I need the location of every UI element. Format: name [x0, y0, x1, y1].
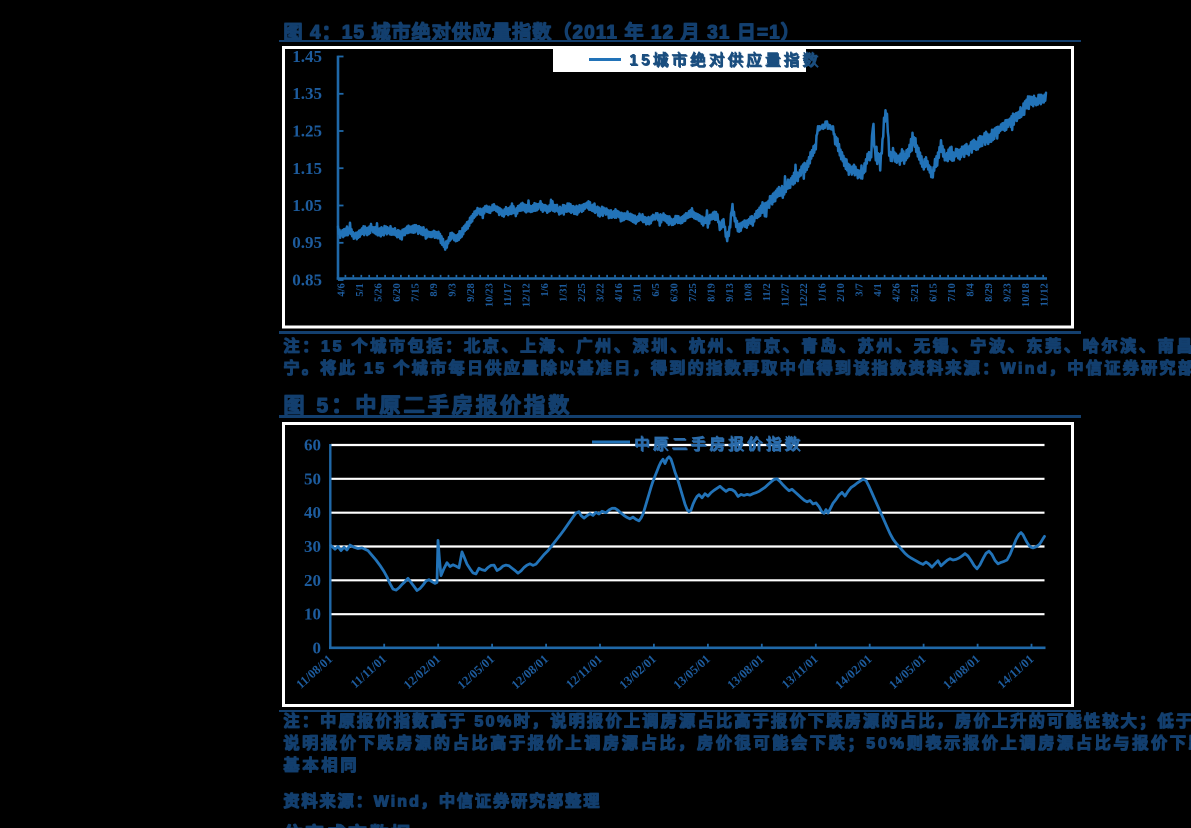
svg-text:15城市绝对供应量指数: 15城市绝对供应量指数	[630, 51, 822, 70]
svg-text:1.15: 1.15	[292, 159, 322, 178]
svg-text:0.95: 0.95	[292, 233, 322, 252]
svg-text:11/27: 11/27	[781, 283, 792, 306]
svg-text:20: 20	[304, 571, 321, 590]
svg-text:12/12: 12/12	[522, 283, 533, 307]
svg-text:6/15: 6/15	[929, 283, 940, 302]
svg-text:9/3: 9/3	[448, 283, 459, 296]
svg-text:12/22: 12/22	[799, 283, 810, 307]
svg-text:50: 50	[304, 469, 321, 488]
svg-text:3/22: 3/22	[596, 283, 607, 302]
svg-text:30: 30	[304, 537, 321, 556]
svg-text:5/1: 5/1	[355, 283, 366, 296]
svg-text:1/6: 1/6	[540, 283, 551, 296]
svg-text:7/10: 7/10	[947, 283, 958, 302]
svg-text:6/30: 6/30	[670, 283, 681, 302]
svg-text:8/9: 8/9	[429, 283, 440, 296]
svg-text:60: 60	[304, 436, 321, 455]
svg-text:11/12: 11/12	[1040, 283, 1051, 306]
svg-text:5/21: 5/21	[910, 283, 921, 302]
svg-text:1.35: 1.35	[292, 84, 322, 103]
svg-text:6/20: 6/20	[392, 283, 403, 302]
svg-text:3/7: 3/7	[855, 283, 866, 296]
svg-text:8/19: 8/19	[707, 283, 718, 302]
svg-text:2/10: 2/10	[836, 283, 847, 302]
svg-text:10/23: 10/23	[485, 283, 496, 307]
svg-text:10/18: 10/18	[1021, 283, 1032, 307]
svg-text:15城市绝对供应量指数: 15城市绝对供应量指数	[629, 50, 821, 69]
svg-text:4/16: 4/16	[614, 283, 625, 302]
svg-text:11/2: 11/2	[762, 283, 773, 301]
svg-text:8/29: 8/29	[984, 283, 995, 302]
svg-text:5/26: 5/26	[374, 283, 385, 302]
svg-text:1/31: 1/31	[559, 283, 570, 302]
svg-text:1.45: 1.45	[292, 47, 322, 66]
svg-text:2/25: 2/25	[577, 283, 588, 302]
svg-text:5/11: 5/11	[633, 283, 644, 301]
svg-text:11/17: 11/17	[503, 283, 514, 306]
svg-text:4/6: 4/6	[337, 283, 348, 296]
svg-text:8/4: 8/4	[966, 282, 977, 296]
svg-text:0.85: 0.85	[292, 271, 322, 290]
svg-text:9/23: 9/23	[1003, 283, 1014, 302]
svg-text:9/13: 9/13	[725, 283, 736, 302]
svg-text:中原二手房报价指数: 中原二手房报价指数	[634, 434, 803, 453]
svg-text:1.05: 1.05	[292, 196, 322, 215]
svg-text:40: 40	[304, 503, 321, 522]
svg-text:1.25: 1.25	[292, 122, 322, 141]
svg-text:0: 0	[313, 639, 322, 658]
svg-text:4/1: 4/1	[873, 283, 884, 296]
svg-text:10/8: 10/8	[744, 283, 755, 302]
svg-text:9/28: 9/28	[466, 283, 477, 302]
svg-text:4/26: 4/26	[892, 283, 903, 302]
svg-text:10: 10	[304, 605, 321, 624]
svg-text:7/15: 7/15	[411, 283, 422, 302]
svg-text:1/16: 1/16	[818, 283, 829, 302]
svg-text:7/25: 7/25	[688, 283, 699, 302]
svg-text:中原二手房报价指数: 中原二手房报价指数	[635, 435, 804, 454]
svg-text:6/5: 6/5	[651, 283, 662, 296]
